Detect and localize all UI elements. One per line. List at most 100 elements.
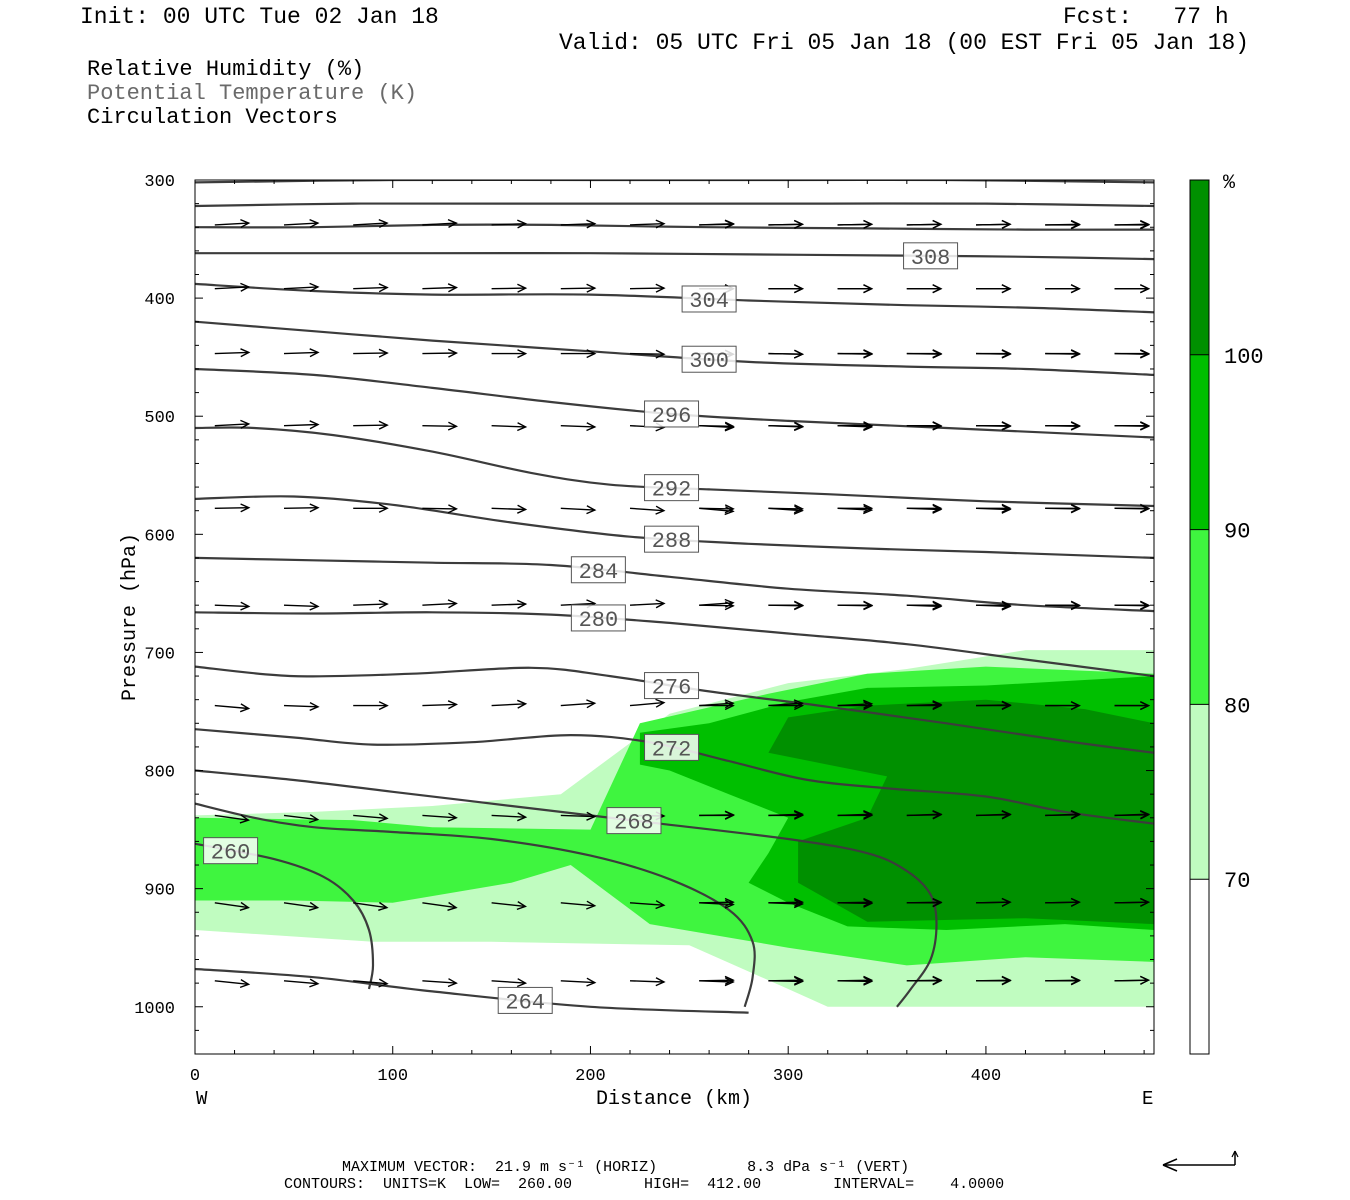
vector-arrow bbox=[1114, 701, 1151, 711]
vector-arrow bbox=[491, 422, 528, 432]
vector-arrow bbox=[1114, 220, 1151, 230]
vector-arrow bbox=[1114, 897, 1151, 907]
vector-arrow bbox=[353, 283, 389, 293]
isentrope-label-268: 268 bbox=[606, 807, 662, 836]
vector-arrow bbox=[1045, 284, 1081, 294]
x-tick-label: 300 bbox=[773, 1067, 804, 1086]
vector-arrow bbox=[976, 284, 1012, 294]
vector-arrow bbox=[906, 809, 943, 820]
isentrope-260 bbox=[195, 842, 375, 990]
svg-text:264: 264 bbox=[505, 990, 545, 1015]
vector-arrow bbox=[768, 284, 804, 294]
vector-arrow bbox=[353, 599, 389, 609]
vector-arrow bbox=[353, 218, 389, 229]
isentrope-292 bbox=[195, 426, 1154, 508]
vector-arrow bbox=[422, 812, 458, 822]
vector-arrow bbox=[699, 421, 735, 431]
isentrope-288 bbox=[195, 495, 1154, 559]
isentrope-264 bbox=[195, 802, 756, 1008]
variable-circulation-vectors: Circulation Vectors bbox=[87, 105, 338, 130]
svg-text:296: 296 bbox=[652, 404, 692, 429]
svg-text:268: 268 bbox=[614, 811, 654, 836]
isentrope-296 bbox=[195, 367, 1154, 439]
vector-arrow bbox=[976, 503, 1012, 513]
y-tick-label: 1000 bbox=[134, 1000, 175, 1019]
reference-vector bbox=[1162, 1150, 1239, 1172]
vector-arrow bbox=[491, 978, 528, 988]
vector-arrow bbox=[906, 503, 943, 513]
svg-text:300: 300 bbox=[689, 349, 729, 374]
vector-arrow bbox=[353, 420, 389, 430]
vector-arrow bbox=[214, 703, 251, 713]
x-tick-label: 0 bbox=[190, 1067, 200, 1086]
vector-arrow bbox=[975, 809, 1012, 820]
vector-arrow bbox=[906, 349, 943, 359]
vector-arrow bbox=[214, 348, 251, 358]
vector-arrow bbox=[214, 979, 251, 989]
vector-arrow bbox=[976, 600, 1012, 610]
vector-arrow bbox=[837, 975, 874, 985]
svg-text:260: 260 bbox=[211, 841, 251, 866]
vector-arrow bbox=[976, 701, 1012, 711]
isentrope-label-288: 288 bbox=[644, 525, 700, 554]
colorbar-tick-label: 90 bbox=[1224, 520, 1250, 545]
vector-arrow bbox=[422, 283, 459, 293]
vector-arrow bbox=[560, 349, 597, 359]
vector-arrow bbox=[1045, 975, 1081, 985]
svg-text:284: 284 bbox=[579, 560, 619, 585]
vector-arrow bbox=[214, 218, 251, 229]
isentrope-label-260: 260 bbox=[203, 837, 259, 866]
vector-arrow bbox=[1114, 600, 1151, 610]
rh-shading bbox=[195, 650, 1154, 1007]
vector-arrow bbox=[422, 504, 459, 514]
vector-arrow bbox=[837, 809, 874, 820]
vector-arrow bbox=[422, 421, 459, 431]
svg-text:272: 272 bbox=[652, 737, 692, 762]
isentrope-316 bbox=[195, 202, 1154, 208]
vector-arrow bbox=[699, 701, 735, 711]
vector-arrow bbox=[353, 978, 389, 988]
colorbar-unit: % bbox=[1223, 172, 1236, 195]
y-tick-label: 300 bbox=[144, 173, 175, 192]
isentrope-312 bbox=[195, 223, 1154, 231]
axes: 300 400 500 600 700 800 900 1000 0 100 200 300 400 bbox=[134, 173, 1154, 1086]
vector-arrow bbox=[699, 975, 735, 985]
vector-arrow bbox=[283, 420, 320, 430]
variable-potential-temperature: Potential Temperature (K) bbox=[87, 81, 418, 106]
vector-arrow bbox=[560, 699, 597, 709]
isentrope-label-264: 264 bbox=[497, 986, 553, 1015]
vector-arrow bbox=[975, 897, 1012, 907]
vector-arrow bbox=[353, 813, 389, 823]
colorbar-tick-label: 70 bbox=[1224, 869, 1250, 894]
west-label: W bbox=[196, 1088, 208, 1110]
vector-arrow bbox=[560, 811, 597, 821]
x-axis-label: Distance (km) bbox=[596, 1088, 752, 1111]
vector-arrow bbox=[837, 600, 874, 610]
contour-info: CONTOURS: UNITS=K LOW= 260.00 HIGH= 412.… bbox=[284, 1176, 1005, 1193]
vector-arrow bbox=[283, 282, 320, 292]
vector-arrow bbox=[1045, 897, 1081, 907]
vector-arrow bbox=[491, 504, 528, 514]
vector-arrow bbox=[283, 348, 320, 358]
colorbar-frame bbox=[1189, 179, 1210, 1055]
vector-arrow bbox=[214, 503, 251, 513]
vector-arrow bbox=[560, 505, 597, 515]
y-tick-label: 500 bbox=[144, 409, 175, 428]
vector-arrow bbox=[906, 897, 943, 907]
colorbar-segment bbox=[1190, 529, 1209, 705]
isentrope-308 bbox=[195, 252, 1154, 261]
isentrope-label-296: 296 bbox=[644, 400, 700, 429]
vector-arrow bbox=[837, 349, 874, 359]
x-tick-label: 200 bbox=[575, 1067, 606, 1086]
vector-arrow bbox=[1045, 421, 1081, 431]
vector-arrow bbox=[768, 505, 804, 515]
y-tick-label: 800 bbox=[144, 764, 175, 783]
vector-arrow bbox=[629, 900, 666, 910]
vector-arrow bbox=[837, 701, 874, 711]
vector-arrow bbox=[768, 219, 805, 229]
vector-arrow bbox=[768, 897, 805, 907]
vector-arrow bbox=[699, 601, 735, 611]
vector-arrow bbox=[629, 505, 666, 515]
vector-arrow bbox=[491, 283, 528, 293]
vector-arrow bbox=[422, 978, 458, 988]
